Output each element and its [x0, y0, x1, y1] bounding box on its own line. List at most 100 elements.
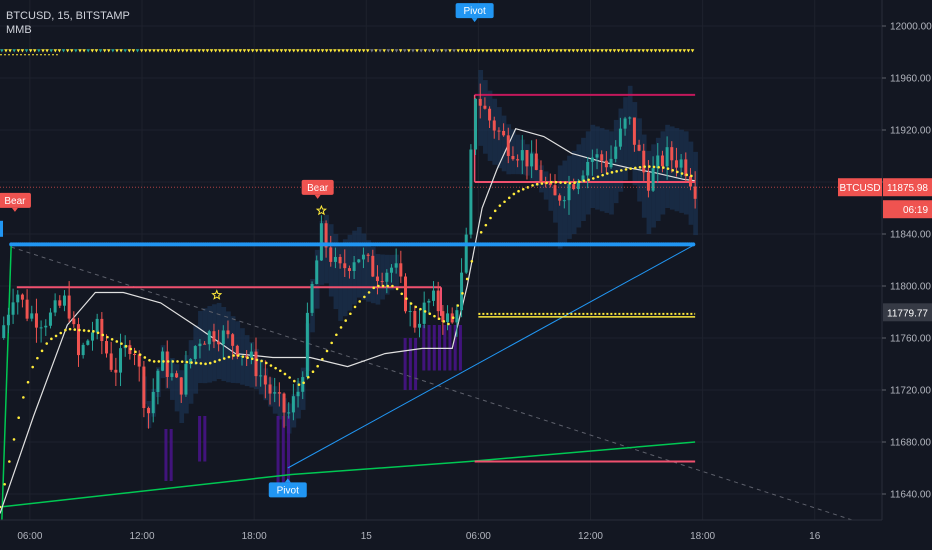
signal-triangle	[542, 49, 547, 53]
candle-down	[488, 108, 492, 121]
volume-bar	[438, 325, 442, 371]
signal-triangle	[583, 49, 588, 53]
candle-up	[198, 343, 202, 347]
cloud-slice	[534, 158, 540, 187]
candle-down	[600, 154, 604, 161]
candle-down	[282, 393, 286, 413]
sar-dot	[437, 317, 441, 321]
signal-triangle	[102, 49, 107, 53]
candle-down	[413, 310, 417, 328]
candle-up	[319, 223, 323, 261]
signal-triangle	[279, 49, 284, 53]
label-pointer	[471, 18, 478, 23]
sar-dot	[274, 366, 277, 370]
candle-up	[618, 128, 622, 147]
sar-dot	[204, 362, 207, 366]
time-tick-label: 18:00	[690, 531, 715, 542]
candle-up	[474, 98, 478, 150]
cloud-slice	[501, 115, 507, 172]
signal-triangle	[296, 49, 300, 53]
signal-triangle	[160, 49, 164, 53]
signal-triangle	[324, 49, 329, 53]
candle-up	[249, 351, 253, 358]
signal-triangle	[345, 49, 349, 53]
chart-legend: BTCUSD, 15, BITSTAMP MMB	[6, 9, 130, 37]
candle-down	[670, 147, 674, 161]
candle-down	[147, 408, 151, 414]
signal-label[interactable]: Bear	[301, 179, 334, 199]
sar-dot	[222, 357, 226, 360]
secondary-price-text: 11779.77	[887, 308, 928, 319]
signal-triangle	[468, 49, 473, 53]
signal-triangle	[509, 49, 514, 53]
signal-triangle	[168, 49, 173, 53]
sar-dot	[316, 364, 319, 368]
indicator-title[interactable]: MMB	[6, 24, 32, 36]
candle-up	[614, 146, 618, 159]
edge-marker	[0, 220, 3, 237]
signal-triangle	[341, 49, 345, 53]
sar-dot	[260, 359, 263, 363]
signal-triangle	[127, 49, 132, 53]
sar-dot	[278, 369, 282, 373]
signal-triangle	[65, 49, 70, 53]
signal-triangle	[452, 49, 456, 53]
signal-triangle	[41, 49, 45, 53]
candle-up	[53, 300, 57, 313]
sar-dot	[638, 166, 642, 169]
volume-bar	[276, 416, 280, 494]
candle-down	[231, 334, 235, 346]
candle-up	[609, 158, 613, 168]
sar-dot	[624, 168, 628, 171]
cloud-slice	[660, 131, 666, 215]
candle-up	[6, 314, 10, 326]
signal-triangle	[234, 49, 238, 53]
time-axis	[0, 520, 932, 550]
candle-down	[492, 120, 496, 131]
label-pointer	[11, 207, 18, 212]
candle-up	[184, 364, 188, 395]
candle-up	[301, 377, 305, 392]
sar-dot	[386, 284, 390, 288]
candle-down	[674, 160, 678, 168]
signal-triangle	[61, 49, 66, 53]
candle-down	[105, 341, 109, 354]
candle-down	[34, 313, 38, 328]
candle-up	[408, 310, 412, 312]
signal-label[interactable]: Bear	[0, 192, 31, 212]
symbol-title[interactable]: BTCUSD, 15, BITSTAMP	[6, 10, 130, 22]
label-text: Bear	[4, 196, 26, 207]
signal-triangle	[522, 49, 526, 53]
signal-label[interactable]: Pivot	[268, 478, 307, 498]
signal-triangle	[530, 49, 534, 53]
signal-triangle	[230, 49, 234, 53]
signal-triangle	[637, 49, 641, 53]
sar-dot	[87, 329, 91, 333]
cloud-slice	[618, 108, 624, 192]
candle-up	[95, 318, 99, 333]
candle-down	[441, 311, 445, 322]
volume-bar	[203, 416, 207, 462]
sar-dot	[269, 364, 273, 367]
candle-up	[156, 370, 160, 392]
candle-up	[394, 263, 398, 268]
sar-dot	[124, 344, 128, 348]
candle-up	[464, 234, 468, 273]
signal-triangle	[24, 49, 29, 53]
candle-up	[291, 396, 295, 413]
sar-dot	[690, 174, 693, 178]
sar-dot	[451, 316, 455, 319]
sar-dot	[634, 166, 637, 170]
candle-down	[483, 105, 487, 109]
label-text: Pivot	[277, 485, 299, 496]
candle-down	[114, 369, 118, 373]
sar-dot	[381, 284, 385, 288]
candle-down	[217, 341, 221, 345]
sar-dot	[283, 372, 287, 376]
label-box	[301, 179, 334, 195]
diagonal-dashed-line	[11, 246, 853, 521]
signal-label[interactable]: Pivot	[455, 3, 494, 23]
candle-down	[525, 150, 529, 167]
